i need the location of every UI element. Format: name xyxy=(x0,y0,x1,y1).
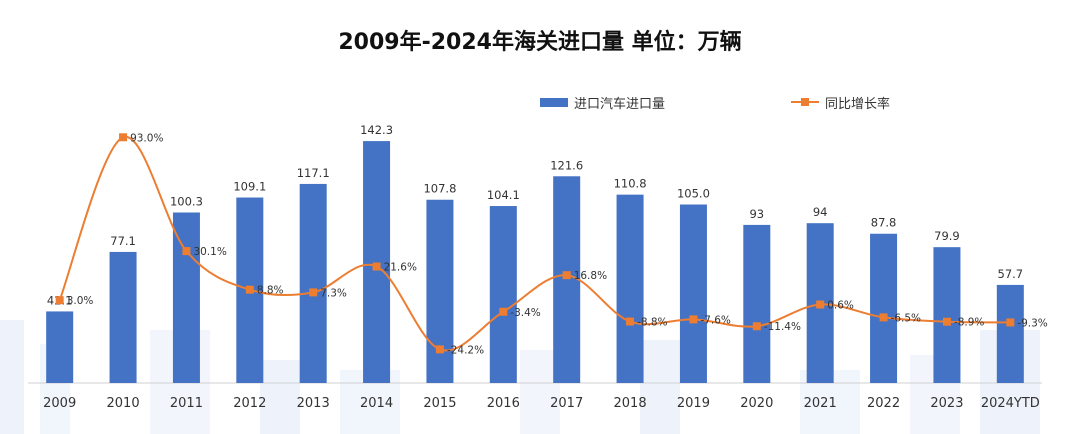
x-tick-label-2014: 2014 xyxy=(360,396,393,411)
bar-2009 xyxy=(46,311,74,383)
growth-value-label-2014: 21.6% xyxy=(384,262,417,274)
growth-value-label-2022: -6.5% xyxy=(891,312,921,324)
x-tick-label-2012: 2012 xyxy=(233,396,266,411)
bar-value-label-2012: 109.1 xyxy=(233,180,266,194)
growth-marker-2012 xyxy=(245,285,254,294)
growth-value-label-2012: 8.8% xyxy=(257,285,284,297)
growth-value-label-2013: 7.3% xyxy=(320,287,347,299)
growth-value-label-2011: 30.1% xyxy=(193,246,226,258)
bar-2023 xyxy=(933,247,961,383)
bar-value-label-2022: 87.8 xyxy=(871,216,897,230)
growth-value-label-2016: -3.4% xyxy=(510,307,540,319)
legend-label-growth: 同比增长率 xyxy=(825,96,891,112)
x-tick-label-2013: 2013 xyxy=(297,396,330,411)
x-tick-label-2015: 2015 xyxy=(423,396,456,411)
growth-marker-2011 xyxy=(182,247,191,256)
x-tick-label-2018: 2018 xyxy=(614,396,647,411)
x-tick-label-2009: 2009 xyxy=(43,396,76,411)
growth-value-label-2019: -7.6% xyxy=(700,314,730,326)
growth-value-label-2010: 93.0% xyxy=(130,132,163,144)
bar-value-label-2013: 117.1 xyxy=(297,166,330,180)
growth-marker-2013 xyxy=(309,288,318,297)
growth-marker-2022 xyxy=(879,313,888,322)
bar-2017 xyxy=(553,176,581,383)
growth-value-label-2018: -8.8% xyxy=(637,317,667,329)
x-tick-label-2022: 2022 xyxy=(867,396,900,411)
growth-marker-2019 xyxy=(689,315,698,324)
growth-marker-2010 xyxy=(119,133,128,142)
growth-marker-2015 xyxy=(435,345,444,354)
bar-2022 xyxy=(870,233,898,383)
bar-2024YTD xyxy=(996,284,1024,383)
bar-value-label-2023: 79.9 xyxy=(934,229,960,243)
bar-2011 xyxy=(172,212,200,383)
chart-title: 2009年-2024年海关进口量 单位：万辆 xyxy=(338,30,742,55)
bar-value-label-2024YTD: 57.7 xyxy=(998,267,1024,281)
bar-value-label-2021: 94 xyxy=(813,205,828,219)
growth-marker-2016 xyxy=(499,307,508,316)
legend-item-volume: 进口汽车进口量 xyxy=(540,92,665,112)
bar-2016 xyxy=(489,206,517,383)
legend-item-growth: 同比增长率 xyxy=(791,92,890,112)
growth-marker-2020 xyxy=(752,322,761,331)
x-tick-label-2010: 2010 xyxy=(107,396,140,411)
growth-marker-2014 xyxy=(372,262,381,271)
x-tick-label-2011: 2011 xyxy=(170,396,203,411)
bar-value-label-2016: 104.1 xyxy=(487,188,520,202)
legend-bar-swatch xyxy=(540,97,568,107)
bar-2014 xyxy=(363,141,391,383)
bar-2019 xyxy=(679,204,707,383)
bar-2013 xyxy=(299,183,327,383)
bar-value-label-2017: 121.6 xyxy=(550,158,583,172)
bar-2020 xyxy=(743,224,771,383)
legend-line-swatch xyxy=(791,97,819,107)
x-tick-label-2016: 2016 xyxy=(487,396,520,411)
bar-value-label-2019: 105.0 xyxy=(677,187,710,201)
growth-value-label-2023: -8.9% xyxy=(954,317,984,329)
legend-label-volume: 进口汽车进口量 xyxy=(574,96,666,112)
bar-value-label-2014: 142.3 xyxy=(360,123,393,137)
growth-value-label-2015: -24.2% xyxy=(447,344,484,356)
growth-value-label-2009: 3.0% xyxy=(67,295,94,307)
growth-marker-2017 xyxy=(562,271,571,280)
growth-value-label-2020: -11.4% xyxy=(764,321,801,333)
x-tick-label-2019: 2019 xyxy=(677,396,710,411)
x-tick-label-2017: 2017 xyxy=(550,396,583,411)
x-tick-label-2023: 2023 xyxy=(930,396,963,411)
bar-value-label-2011: 100.3 xyxy=(170,194,203,208)
x-tick-label-2020: 2020 xyxy=(740,396,773,411)
growth-marker-2009 xyxy=(55,296,64,305)
bar-value-label-2015: 107.8 xyxy=(423,182,456,196)
bar-2018 xyxy=(616,194,644,383)
bar-value-label-2018: 110.8 xyxy=(614,177,647,191)
growth-marker-2023 xyxy=(942,317,951,326)
growth-value-label-2017: 16.8% xyxy=(574,270,607,282)
growth-value-label-2021: 0.6% xyxy=(827,300,854,312)
growth-marker-2021 xyxy=(816,300,825,309)
growth-marker-2018 xyxy=(626,317,635,326)
bar-2010 xyxy=(109,251,137,383)
x-tick-label-2021: 2021 xyxy=(804,396,837,411)
growth-marker-2024YTD xyxy=(1006,318,1015,327)
growth-value-label-2024YTD: -9.3% xyxy=(1017,317,1047,329)
x-tick-label-2024YTD: 2024YTD xyxy=(981,396,1040,411)
bar-value-label-2020: 93 xyxy=(749,207,764,221)
bar-value-label-2010: 77.1 xyxy=(110,234,136,248)
